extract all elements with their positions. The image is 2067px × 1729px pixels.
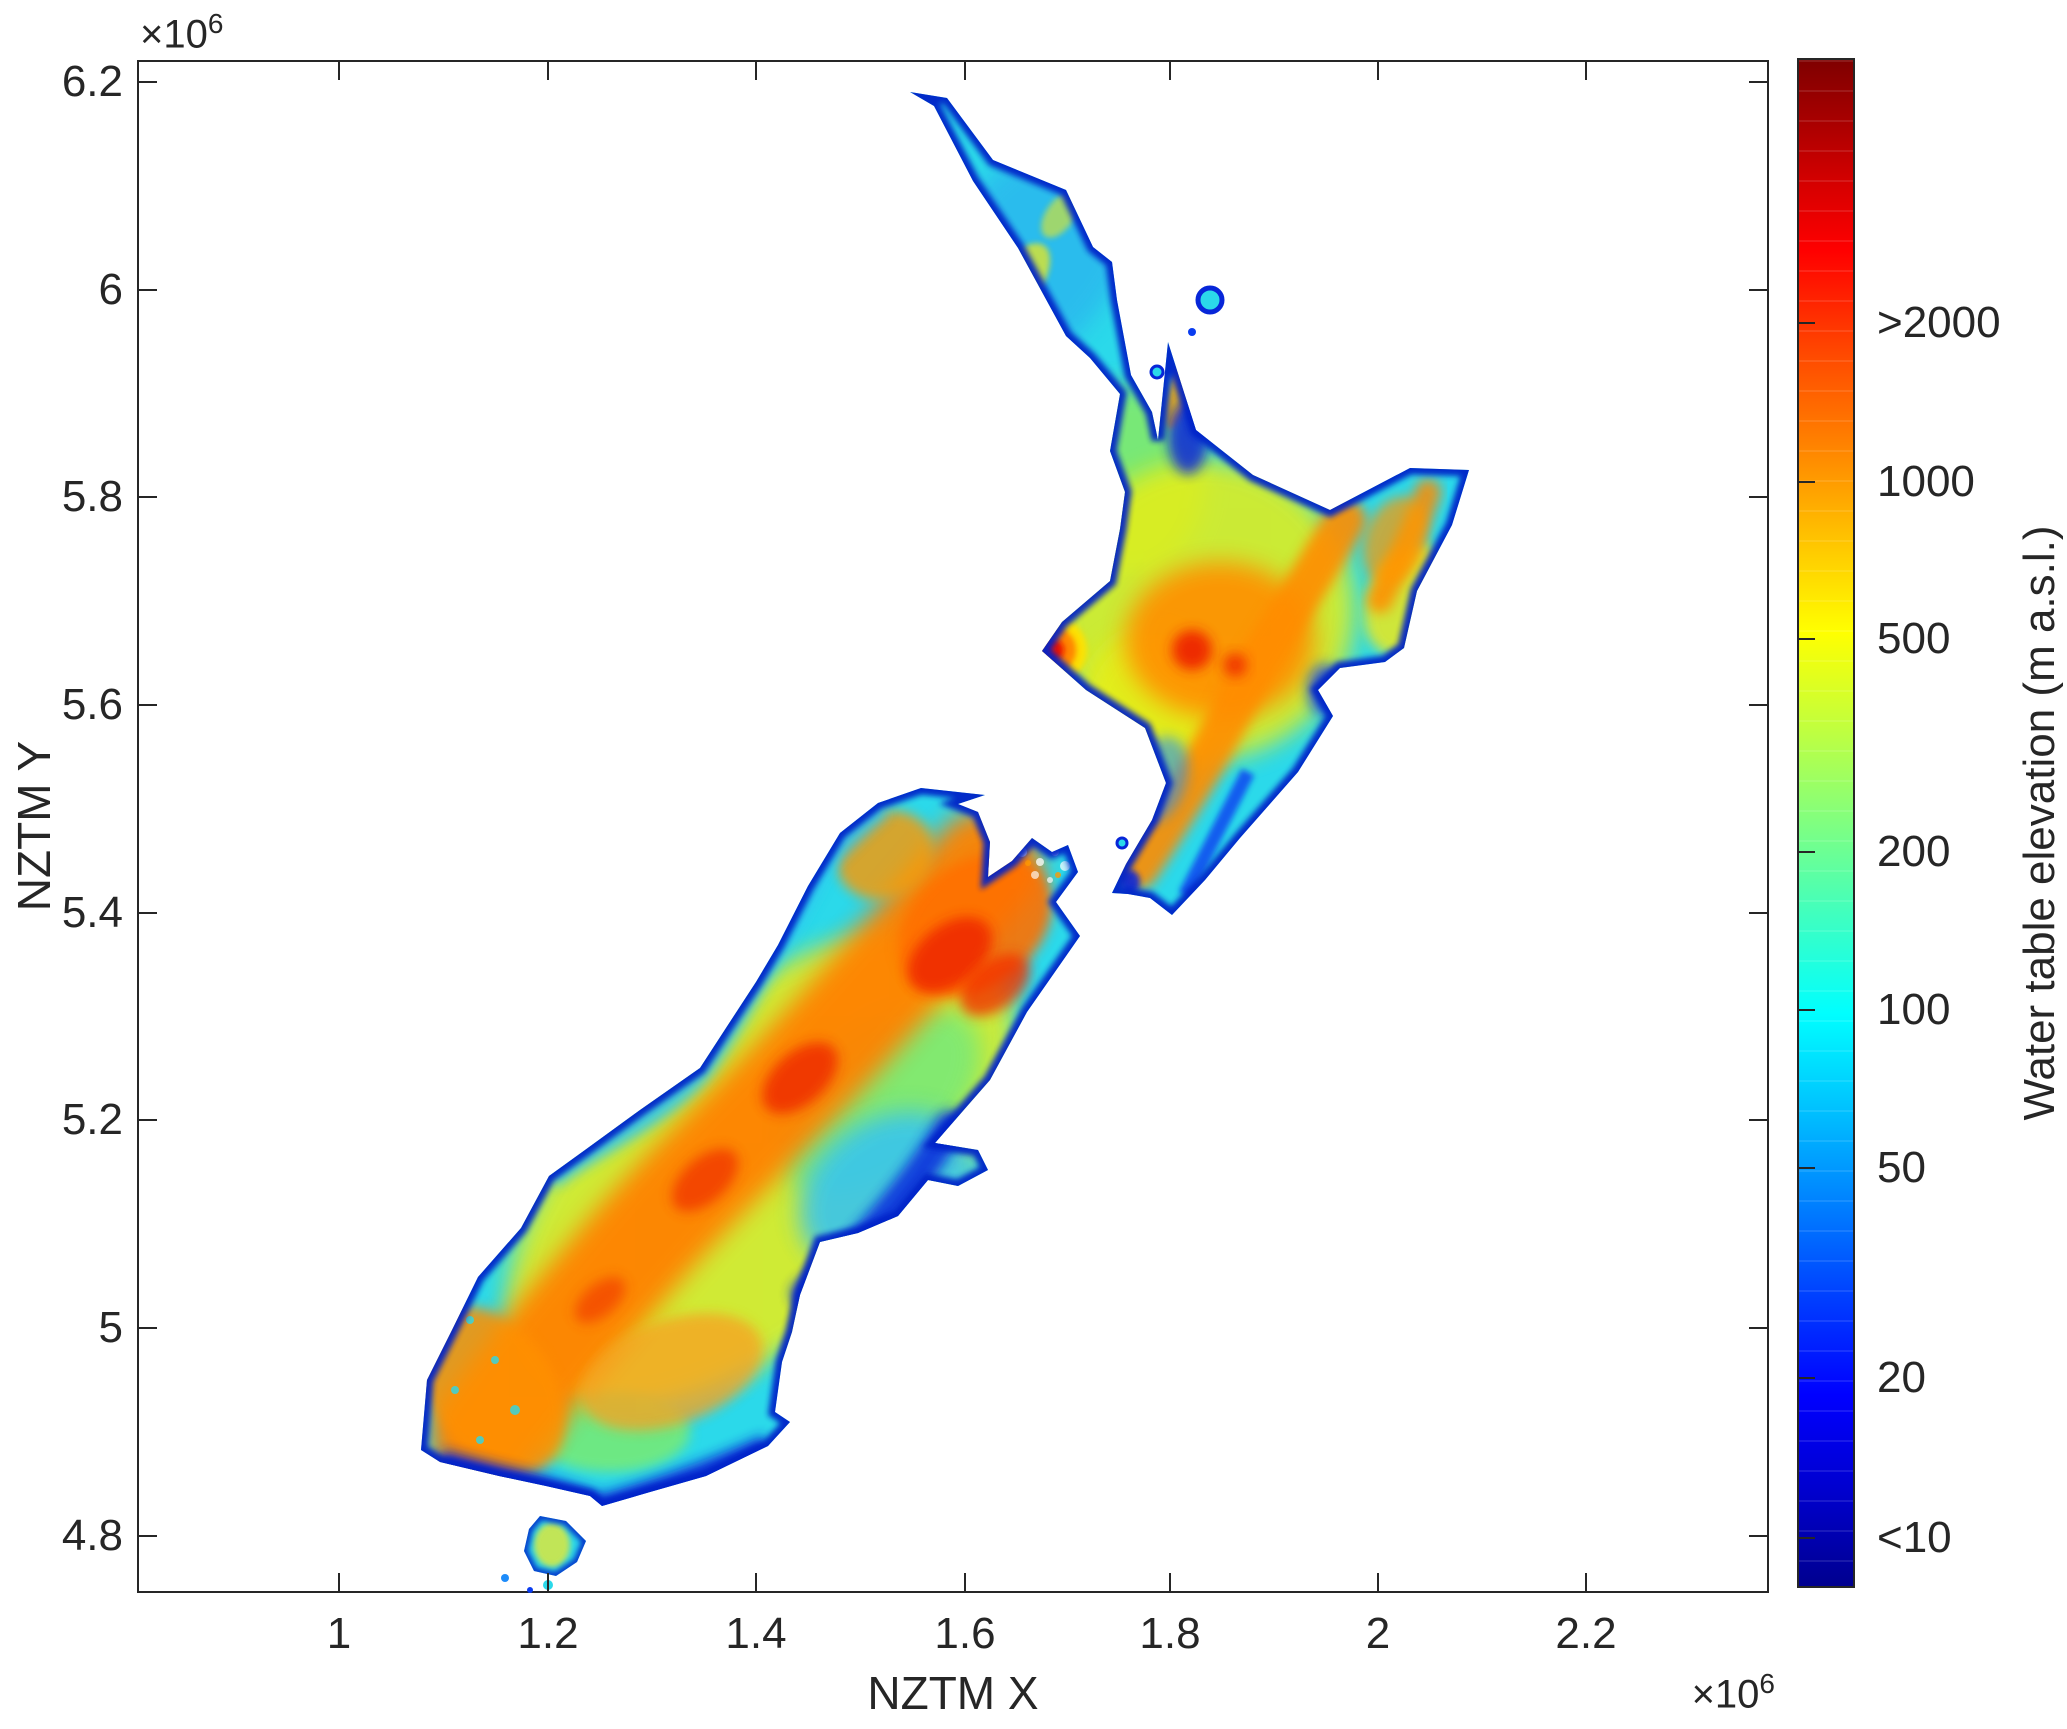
x-tick-mark-top (1377, 62, 1379, 80)
south-island-region (421, 788, 1080, 1506)
x-tick-label: 1.2 (517, 1609, 579, 1658)
wairarapa-valley (1178, 768, 1255, 899)
exponent-power: 6 (207, 8, 224, 39)
y-tick-mark (139, 1535, 157, 1537)
y-tick-mark (139, 704, 157, 706)
y-tick-mark-right (1749, 704, 1767, 706)
waiheke-island (1149, 364, 1165, 380)
exponent-power: 6 (1759, 1668, 1775, 1699)
y-tick-mark (139, 1327, 157, 1329)
colorbar-tick-label: 200 (1877, 827, 1951, 876)
colorbar-tick-mark (1799, 1537, 1815, 1539)
x-tick-mark (1169, 1573, 1171, 1591)
x-tick-label: 1 (326, 1609, 352, 1658)
x-tick-mark-top (1585, 62, 1587, 80)
great-barrier-island (1195, 285, 1225, 315)
central-otago-hills (580, 1313, 764, 1431)
y-tick-mark-right (1749, 1535, 1767, 1537)
y-tick-mark-right (1749, 81, 1767, 83)
y-tick-label: 5 (98, 1303, 123, 1352)
fiordland-valleys (451, 1316, 520, 1444)
x-tick-mark (547, 1573, 549, 1591)
y-tick-mark-right (1749, 289, 1767, 291)
x-tick-mark-top (755, 62, 757, 80)
colorbar-tick-mark (1799, 1167, 1815, 1169)
x-axis-exponent: ×106 (1570, 1668, 1775, 1717)
colorbar-gradient (1797, 58, 1855, 1588)
y-tick-mark (139, 1119, 157, 1121)
y-tick-mark (139, 496, 157, 498)
colorbar-tick-label: 1000 (1877, 457, 1975, 506)
x-tick-mark (338, 1573, 340, 1591)
y-tick-label: 6 (98, 265, 123, 314)
y-tick-label: 5.2 (61, 1095, 123, 1144)
y-tick-label: 5.4 (61, 888, 123, 937)
kapiti-island (1115, 836, 1129, 850)
fiordland (421, 1306, 566, 1474)
colorbar-tick-label: >2000 (1877, 298, 2001, 347)
nz-water-table-map (421, 92, 1469, 1593)
x-tick-mark-top (964, 62, 966, 80)
colorbar-tick-label: 100 (1877, 985, 1951, 1034)
stewart-island-fragments (501, 1574, 553, 1593)
y-tick-mark (139, 81, 157, 83)
y-tick-label: 4.8 (61, 1511, 123, 1560)
x-tick-label: 1.6 (934, 1609, 996, 1658)
y-tick-mark-right (1749, 1327, 1767, 1329)
y-tick-label: 5.8 (61, 472, 123, 521)
x-tick-label: 2.2 (1555, 1609, 1617, 1658)
y-tick-mark-right (1749, 912, 1767, 914)
offshore-islands (1115, 285, 1225, 850)
colorbar-tick-mark (1799, 481, 1815, 483)
x-tick-mark-top (1169, 62, 1171, 80)
y-axis-title: NZTM Y (8, 740, 60, 912)
exponent-base: ×10 (140, 12, 208, 57)
x-tick-label: 1.8 (1139, 1609, 1201, 1658)
colorbar-tick-label: <10 (1877, 1513, 1952, 1562)
colorbar-tick-mark (1799, 1009, 1815, 1011)
x-tick-mark (964, 1573, 966, 1591)
x-tick-label: 1.4 (725, 1609, 787, 1658)
colorbar-tick-label: 20 (1877, 1353, 1926, 1402)
colorbar-tick-mark (1799, 851, 1815, 853)
colorbar-tick-label: 50 (1877, 1143, 1926, 1192)
x-axis-title: NZTM X (867, 1667, 1039, 1719)
x-tick-mark (755, 1573, 757, 1591)
colorbar-tick-mark (1799, 1377, 1815, 1379)
x-tick-mark (1377, 1573, 1379, 1591)
y-tick-mark (139, 289, 157, 291)
y-axis-exponent: ×106 (140, 8, 360, 57)
colorbar-tick-mark (1799, 638, 1815, 640)
colorbar-tick-label: 500 (1877, 614, 1951, 663)
x-tick-mark (1585, 1573, 1587, 1591)
colorbar-title: Water table elevation (m a.s.l.) (2015, 525, 2064, 1121)
exponent-base: ×10 (1691, 1672, 1760, 1717)
colorbar-tick-mark (1799, 322, 1815, 324)
north-island-coastal-rim (910, 92, 1469, 915)
y-tick-label: 5.6 (61, 680, 123, 729)
y-tick-mark-right (1749, 496, 1767, 498)
y-tick-mark-right (1749, 1119, 1767, 1121)
x-tick-mark-top (338, 62, 340, 80)
x-tick-mark-top (547, 62, 549, 80)
axial-ranges (1117, 499, 1366, 889)
y-tick-mark (139, 912, 157, 914)
y-tick-label: 6.2 (61, 57, 123, 106)
ruapehu-peak (1172, 630, 1212, 670)
x-tick-label: 2 (1365, 1609, 1391, 1658)
stewart-island-region (524, 1516, 586, 1576)
